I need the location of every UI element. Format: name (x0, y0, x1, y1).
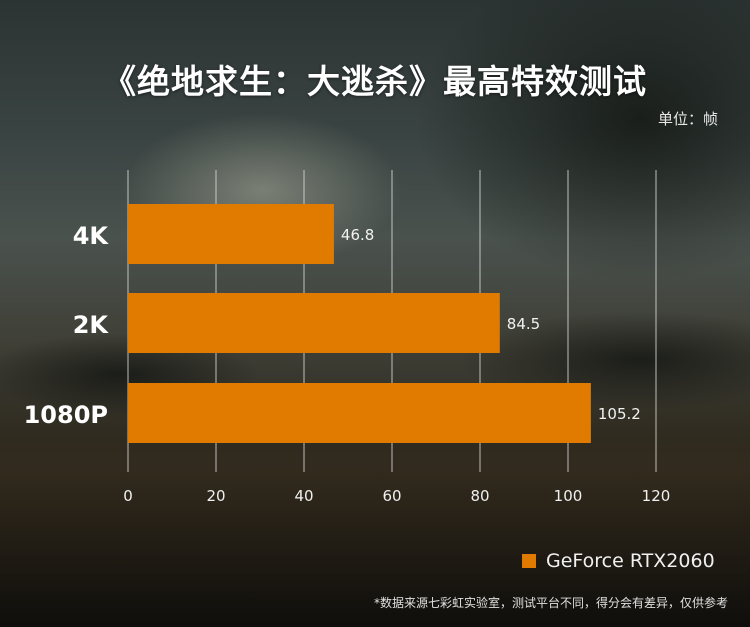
unit-label: 单位：帧 (657, 110, 718, 128)
x-tick-label: 0 (123, 487, 133, 505)
footnote: *数据来源七彩虹实验室，测试平台不同，得分会有差异，仅供参考 (373, 596, 728, 610)
bar-value-label: 84.5 (507, 315, 540, 333)
legend-label: GeForce RTX2060 (546, 550, 715, 572)
x-tick-label: 80 (470, 487, 489, 505)
category-label: 4K (73, 222, 110, 250)
chart-title: 《绝地求生：大逃杀》最高特效测试 (103, 62, 647, 101)
category-label: 1080P (24, 401, 108, 429)
bar (128, 293, 500, 353)
bar (128, 383, 591, 443)
bar (128, 204, 334, 264)
x-tick-label: 120 (642, 487, 671, 505)
bar-value-label: 46.8 (341, 226, 374, 244)
x-tick-label: 40 (294, 487, 313, 505)
x-tick-label: 20 (206, 487, 225, 505)
legend: GeForce RTX2060 (522, 550, 715, 572)
x-tick-label: 60 (382, 487, 401, 505)
category-label: 2K (73, 311, 110, 339)
legend-swatch (522, 554, 536, 568)
x-tick-label: 100 (554, 487, 583, 505)
bar-value-label: 105.2 (598, 405, 641, 423)
